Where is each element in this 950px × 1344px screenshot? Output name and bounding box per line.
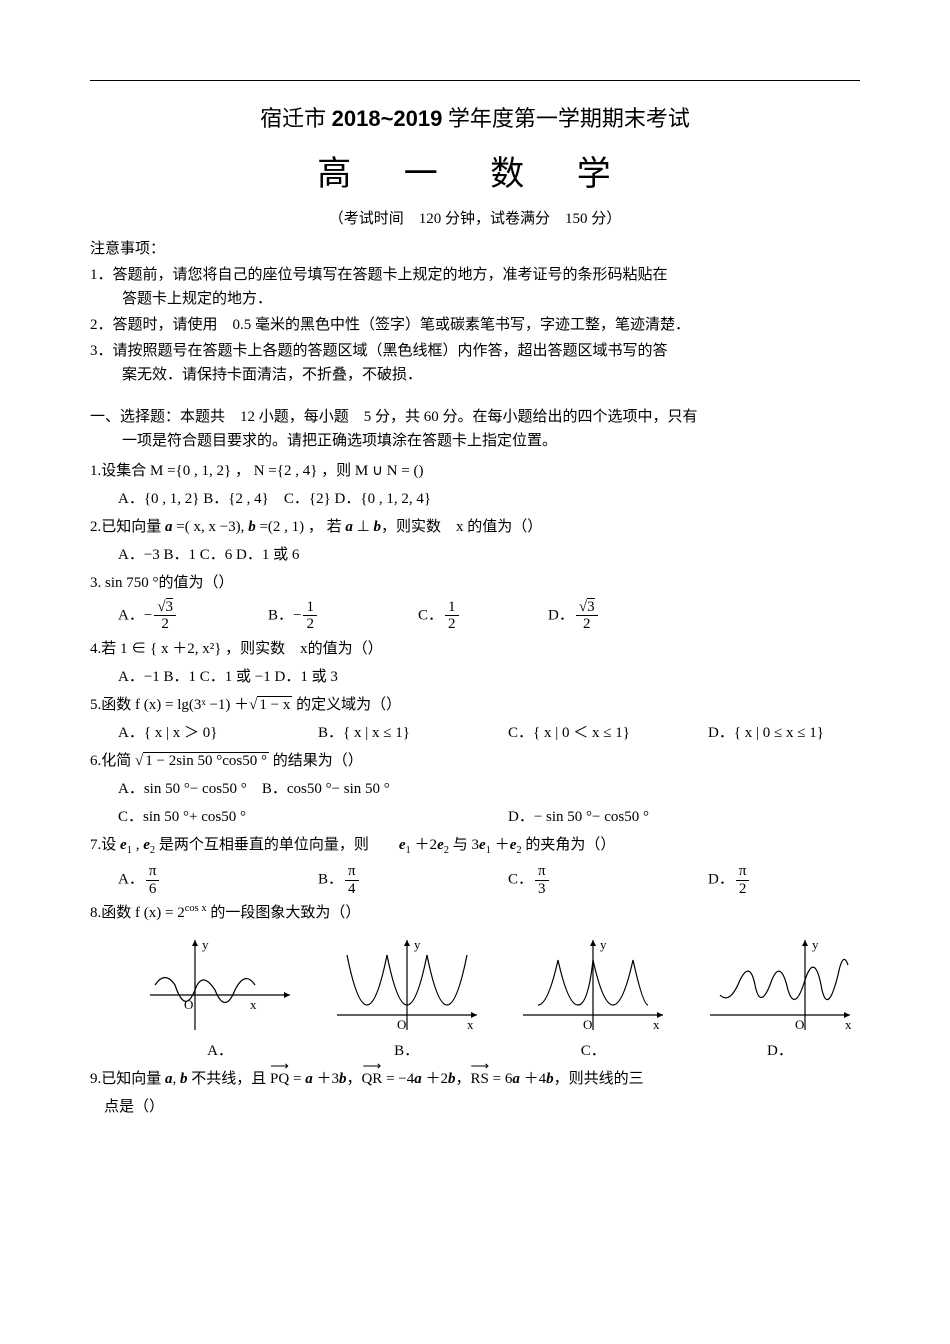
svg-text:x: x [653, 1017, 660, 1032]
question-5: 5.函数 f (x) = lg(3ˣ −1) ＋√1 − x 的定义域为（） [90, 693, 860, 717]
city-name: 宿迁市 [260, 106, 326, 131]
header-divider [90, 80, 860, 81]
year-range: 2018~2019 [332, 106, 443, 131]
q6-options-row1: A．sin 50 °− cos50 ° B．cos50 °− sin 50 ° [90, 777, 860, 801]
question-2: 2.已知向量 a =( x, x −3), b =(2 , 1) ， 若 a ⊥… [90, 515, 860, 539]
section-1-header: 一、选择题：本题共 12 小题，每小题 5 分，共 60 分。在每小题给出的四个… [90, 405, 860, 453]
graph-b: y O x B． [317, 935, 497, 1063]
exam-duration: （考试时间 120 分钟，试卷满分 150 分） [90, 207, 860, 231]
notice-2: 2．答题时，请使用 0.5 毫米的黑色中性（签字）笔或碳素笔书写，字迹工整，笔迹… [90, 313, 860, 337]
svg-text:x: x [250, 997, 257, 1012]
svg-text:y: y [202, 937, 209, 952]
graph-c: y O x C． [503, 935, 683, 1063]
q2-options: A．−3 B．1 C．6 D．1 或 6 [90, 543, 860, 567]
svg-text:O: O [795, 1017, 804, 1032]
svg-text:y: y [414, 937, 421, 952]
q5-options: A．{ x | x ＞ 0} B．{ x | x ≤ 1} C．{ x | 0 … [90, 721, 860, 745]
q8-graphs: y O x A． y O x B． y O x C． [130, 935, 870, 1063]
q4-options: A．−1 B．1 C．1 或 −1 D．1 或 3 [90, 665, 860, 689]
svg-text:O: O [184, 997, 193, 1012]
semester-text: 学年度第一学期期末考试 [448, 106, 690, 131]
graph-a: y O x A． [130, 935, 310, 1063]
q6-options-row2: C．sin 50 °+ cos50 ° D．− sin 50 °− cos50 … [90, 805, 860, 829]
question-9: 9.已知向量 a, b 不共线，且 PQ = a ＋3b，QR = −4a ＋2… [90, 1067, 860, 1091]
notice-3: 3．请按照题号在答题卡上各题的答题区域（黑色线框）内作答，超出答题区域书写的答 … [90, 339, 860, 387]
question-1: 1.设集合 M ={0 , 1, 2} ， N ={2 , 4} ，则 M ∪ … [90, 459, 860, 483]
svg-text:O: O [583, 1017, 592, 1032]
svg-text:x: x [467, 1017, 474, 1032]
svg-text:y: y [600, 937, 607, 952]
notice-header: 注意事项： [90, 237, 860, 261]
question-9-cont: 点是（） [90, 1095, 860, 1119]
exam-title: 宿迁市 2018~2019 学年度第一学期期末考试 [90, 101, 860, 136]
question-4: 4.若 1 ∈ { x ＋2, x²} ，则实数 x的值为（） [90, 637, 860, 661]
graph-d: y O x D． [690, 935, 870, 1063]
q3-options: A．−√32 B．−12 C．12 D．√32 [90, 599, 860, 633]
question-6: 6.化简 √1 − 2sin 50 °cos50 ° 的结果为（） [90, 749, 860, 773]
question-3: 3. sin 750 °的值为（） [90, 571, 860, 595]
notice-1: 1．答题前，请您将自己的座位号填写在答题卡上规定的地方，准考证号的条形码粘贴在 … [90, 263, 860, 311]
q1-options: A．{0 , 1, 2} B．{2 , 4} C．{2} D．{0 , 1, 2… [90, 487, 860, 511]
subject-title: 高 一 数 学 [90, 148, 860, 202]
q7-options: A．π6 B．π4 C．π3 D．π2 [90, 863, 860, 897]
svg-text:y: y [812, 937, 819, 952]
question-8: 8.函数 f (x) = 2cos x 的一段图象大致为（） [90, 901, 860, 925]
question-7: 7.设 e1 , e2 是两个互相垂直的单位向量，则 e1 ＋2e2 与 3e1… [90, 833, 860, 860]
svg-text:x: x [845, 1017, 852, 1032]
svg-text:O: O [397, 1017, 406, 1032]
